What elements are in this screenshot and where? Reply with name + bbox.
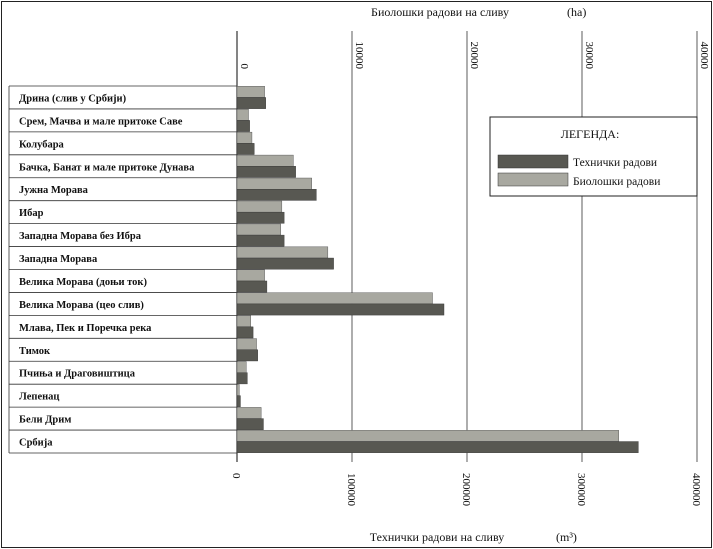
legend-title: ЛЕГЕНДА: [561, 127, 620, 141]
bar-biological [236, 384, 240, 396]
bar-biological [236, 407, 262, 419]
category-label: Западна Морава без Ибра [19, 231, 142, 242]
bar-technical [236, 441, 639, 453]
bar-biological [236, 269, 265, 282]
category-label: Бачка, Банат и мале притоке Дунава [19, 162, 195, 173]
legend-swatch-technical [497, 154, 569, 169]
bar-biological [236, 361, 247, 373]
bottom-axis-tick-label: 300000 [575, 473, 587, 507]
category-label: Колубара [19, 139, 65, 150]
category-label: Срем, Мачва и мале притоке Саве [19, 116, 183, 127]
top-axis-title: Биолошки радови на сливу [371, 5, 509, 19]
bar-biological [236, 109, 249, 121]
bar-technical [236, 211, 285, 224]
category-label: Пчиња и Драговиштица [19, 369, 136, 380]
bar-technical [236, 189, 317, 201]
category-label: Дрина (слив у Србији) [19, 93, 127, 104]
category-label: Јужна Морава [19, 185, 89, 196]
category-label: Бели Дрим [19, 415, 71, 426]
bar-biological [236, 177, 312, 190]
bottom-axis-ticks: 0 100000 200000 300000 400000 [230, 473, 702, 507]
bar-technical [236, 120, 250, 132]
legend-label-technical: Технички радови [573, 157, 657, 169]
bottom-axis-tick-label: 100000 [345, 473, 357, 507]
bar-technical [236, 143, 255, 155]
category-label: Млава, Пек и Поречка река [19, 323, 152, 334]
bottom-axis-title: Технички радови на сливу [370, 530, 504, 544]
bar-technical [236, 349, 258, 362]
category-label: Ибар [19, 208, 44, 219]
bar-biological [236, 200, 283, 213]
top-axis-tick-label: 20000 [468, 42, 480, 70]
bar-technical [236, 166, 296, 178]
category-label: Велика Морава (цео слив) [19, 300, 144, 311]
bar-biological [236, 430, 619, 442]
bar-technical [236, 257, 334, 270]
bar-technical [236, 418, 264, 430]
category-label: Лепенац [19, 392, 59, 403]
bars [236, 86, 639, 453]
category-label: Тимок [19, 346, 51, 357]
bar-biological [236, 154, 294, 167]
top-axis-tick-label: 0 [238, 64, 250, 70]
bar-biological [236, 223, 281, 236]
bar-biological [236, 246, 329, 259]
top-axis-tick-label: 10000 [353, 42, 365, 70]
bottom-axis-tick-label: 200000 [460, 473, 472, 507]
bottom-axis-tick-label: 400000 [690, 473, 702, 507]
bar-biological [236, 86, 265, 98]
bottom-axis-unit: (m³) [556, 530, 577, 544]
legend-swatch-biological [497, 172, 569, 187]
bar-technical [236, 234, 285, 247]
legend: ЛЕГЕНДА: Технички радови Биолошки радови [489, 116, 698, 197]
category-label: Велика Морава (доњи ток) [19, 277, 147, 288]
top-axis-tick-label: 30000 [583, 42, 595, 70]
bar-technical [236, 372, 248, 385]
top-axis-unit: (ha) [567, 5, 586, 19]
category-rows: Дрина (слив у Србији) Срем, Мачва и мале … [8, 85, 237, 454]
bar-technical [236, 97, 266, 109]
bar-biological [236, 292, 433, 305]
legend-label-biological: Биолошки радови [573, 176, 660, 188]
bar-technical [236, 303, 445, 316]
bar-biological [236, 131, 253, 144]
top-axis-tick-label: 40000 [698, 42, 710, 70]
bar-biological [236, 315, 252, 328]
category-label: Србија [19, 438, 53, 449]
category-label: Западна Морава [19, 254, 98, 265]
bar-biological [236, 338, 257, 350]
bar-technical [236, 326, 254, 339]
bottom-axis-tick-label: 0 [230, 473, 242, 479]
bar-technical [236, 280, 268, 293]
bar-technical [236, 395, 241, 408]
top-axis-ticks: 0 10000 20000 30000 40000 [238, 42, 710, 70]
gridlines [236, 31, 698, 462]
